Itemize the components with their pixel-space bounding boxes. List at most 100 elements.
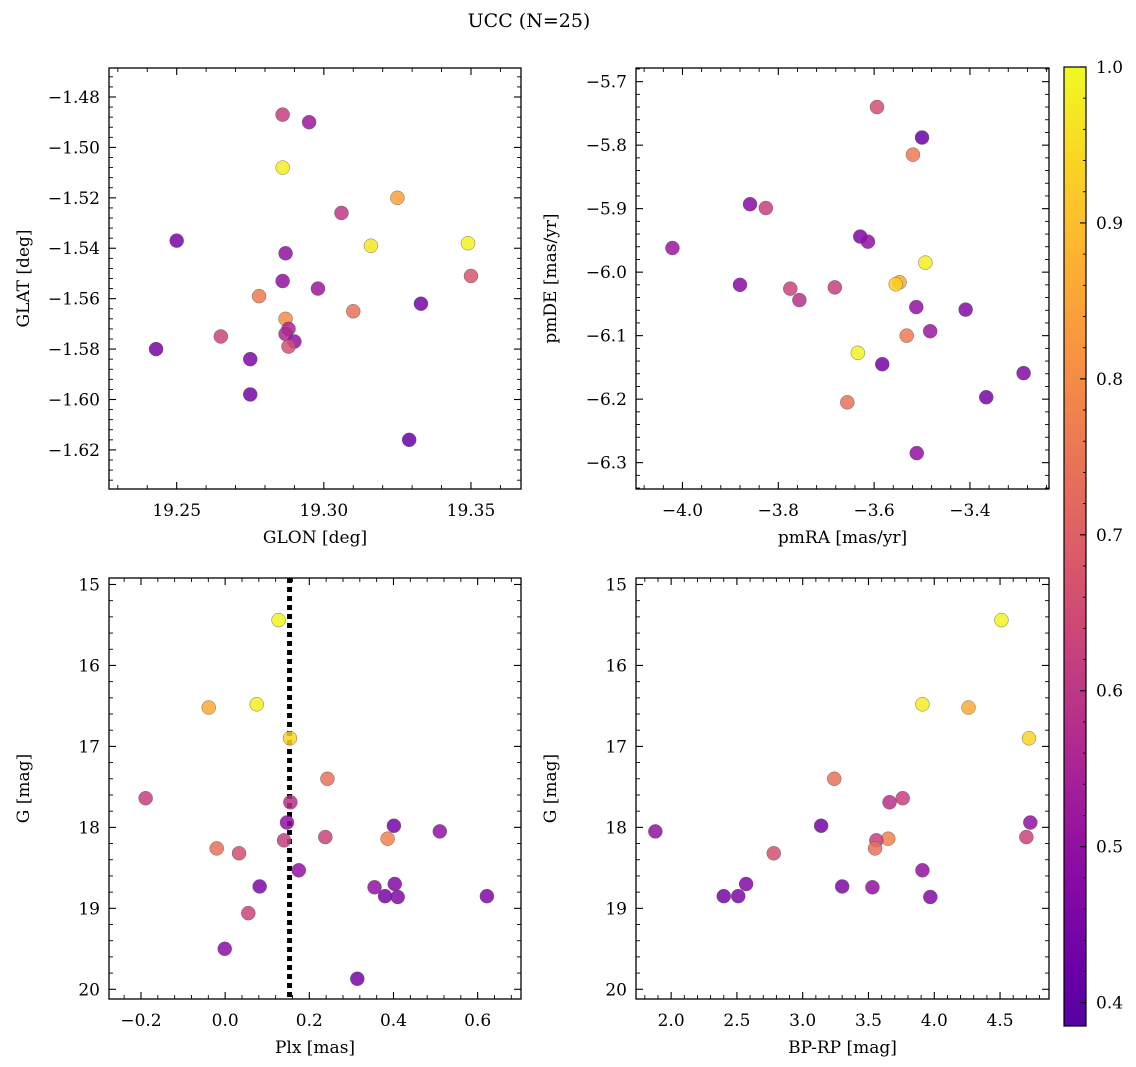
data-point [231, 846, 247, 861]
data-point [867, 841, 883, 856]
y-tick-label: 15 [78, 575, 100, 595]
y-tick-label: 16 [78, 656, 100, 676]
data-point [387, 876, 402, 892]
data-point [1019, 829, 1034, 845]
x-tick-label: 0.0 [212, 1011, 239, 1031]
axes-frame [635, 577, 1050, 1000]
data-point [716, 888, 731, 904]
data-point [201, 700, 216, 715]
x-tick-label: −0.2 [120, 1011, 161, 1031]
y-tick-label: 17 [78, 737, 100, 757]
x-tick-label: 2.5 [723, 1011, 750, 1031]
x-tick-label: 3.0 [789, 1011, 816, 1031]
axes-frame [635, 67, 1050, 490]
x-axis-label: BP-RP [mag] [788, 1038, 897, 1058]
data-point [915, 697, 930, 712]
y-tick-label: −5.7 [586, 73, 627, 93]
data-point [301, 115, 317, 130]
x-tick-label: 0.6 [464, 1011, 491, 1031]
x-tick-label: −3.6 [853, 501, 894, 521]
data-point [994, 612, 1009, 628]
panel-3: −0.2 0.0 0.2 0.4 0.6 15 16 17 18 19 20 Plx [mas] G [… [14, 575, 522, 1058]
data-point [865, 880, 880, 895]
data-point [834, 879, 850, 894]
data-point [217, 941, 232, 957]
colorbar-tick-label: 0.5 [1096, 838, 1123, 858]
data-point [460, 236, 476, 251]
data-point [888, 277, 903, 292]
data-point [1016, 365, 1031, 381]
data-point [827, 771, 842, 786]
x-tick-label: 2.0 [658, 1011, 685, 1031]
data-point [282, 731, 298, 746]
data-point [875, 357, 890, 372]
data-point [377, 888, 393, 904]
data-point [283, 795, 298, 810]
data-point [390, 889, 405, 905]
data-point [915, 863, 930, 878]
data-point [479, 888, 495, 904]
y-tick-label: 17 [605, 737, 627, 757]
data-point [346, 304, 361, 319]
scatter-panels: 19.25 19.30 19.35 −1.62 −1.60 −1.58 −1.56 −1.54… [14, 67, 1050, 1058]
data-point [738, 876, 754, 892]
x-tick-label: −3.8 [758, 501, 799, 521]
data-point [918, 255, 933, 270]
data-point [334, 205, 349, 221]
x-tick-label: 19.30 [299, 501, 348, 521]
colorbar: 0.4 0.5 0.6 0.7 0.8 0.9 1.0 [1063, 58, 1123, 1027]
data-point [275, 107, 290, 122]
figure-title: UCC (N=25) [468, 10, 591, 32]
y-tick-label: −6.2 [586, 390, 627, 410]
y-tick-label: 15 [605, 575, 627, 595]
y-tick-label: −1.56 [48, 290, 100, 310]
data-point [380, 831, 395, 846]
x-axis-label: GLON [deg] [263, 528, 367, 548]
data-point [923, 889, 938, 905]
y-tick-label: −5.8 [586, 136, 627, 156]
data-point [243, 387, 258, 402]
data-point [310, 281, 326, 296]
colorbar-tick-label: 0.8 [1096, 370, 1123, 390]
y-tick-label: −1.58 [48, 340, 100, 360]
x-tick-label: 4.5 [987, 1011, 1014, 1031]
data-point [882, 795, 897, 810]
y-tick-label: 20 [78, 980, 100, 1000]
data-point [401, 432, 417, 448]
y-tick-label: −6.1 [586, 327, 627, 347]
data-point [742, 197, 758, 212]
colorbar-gradient [1063, 66, 1087, 1027]
data-point [1021, 731, 1037, 746]
y-tick-label: 20 [605, 980, 627, 1000]
data-point [279, 815, 295, 830]
data-point [318, 829, 333, 845]
data-point [275, 273, 290, 289]
x-tick-label: 0.4 [380, 1011, 407, 1031]
data-point [899, 328, 914, 343]
data-point [860, 234, 876, 249]
data-point [252, 879, 267, 894]
y-tick-label: −1.54 [48, 239, 100, 259]
data-point [276, 833, 292, 848]
data-point [320, 771, 335, 786]
y-tick-label: 18 [605, 818, 627, 838]
x-tick-label: 0.2 [296, 1011, 323, 1031]
data-point [463, 268, 479, 284]
data-point [979, 390, 994, 405]
data-point [961, 700, 976, 715]
y-tick-label: −1.52 [48, 189, 100, 209]
data-point [243, 351, 258, 367]
data-point [209, 841, 224, 856]
data-point [271, 612, 286, 628]
y-tick-label: −1.48 [48, 88, 100, 108]
y-tick-label: 18 [78, 818, 100, 838]
colorbar-tick-label: 0.4 [1096, 994, 1123, 1014]
data-point [367, 880, 382, 895]
panel-1: 19.25 19.30 19.35 −1.62 −1.60 −1.58 −1.56 −1.54… [14, 67, 522, 548]
data-point [732, 277, 748, 293]
data-point [909, 445, 924, 461]
data-point [813, 818, 829, 833]
y-axis-label: G [mag] [14, 754, 34, 823]
x-tick-label: 19.25 [152, 501, 201, 521]
